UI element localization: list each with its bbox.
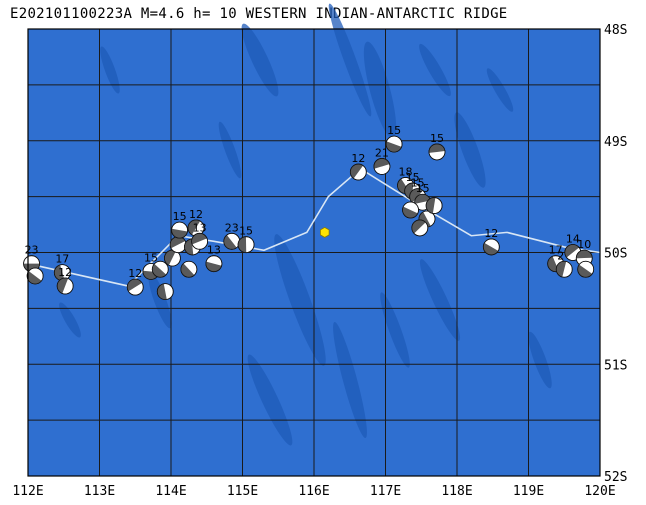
latitude-tick-label: 52S — [604, 470, 627, 485]
bathymetry-trough — [454, 112, 486, 188]
event-depth-label: 15 — [173, 210, 187, 223]
beachball: 23 — [23, 244, 40, 273]
beachball: 2 — [555, 249, 573, 278]
beachball: 15 — [385, 124, 403, 153]
longitude-tick-label: 112E — [12, 484, 43, 499]
event-depth-label: 12 — [484, 227, 498, 240]
bathymetry-trough — [328, 3, 372, 117]
event-depth-label: 18 — [399, 165, 413, 178]
epicenter-marker — [319, 226, 330, 238]
bathymetry-trough — [419, 43, 451, 97]
bathymetry-trough — [100, 46, 120, 94]
longitude-tick-label: 118E — [441, 484, 472, 499]
longitude-tick-label: 116E — [298, 484, 329, 499]
event-depth-label: 15 — [430, 132, 444, 145]
event-depth-label: 14 — [566, 233, 580, 246]
bathymetry-trough — [333, 322, 367, 438]
beachball — [180, 260, 198, 278]
bathymetry-shading — [59, 3, 552, 446]
event-depth-label: 23 — [25, 244, 39, 257]
event-depth-label: 12 — [58, 266, 72, 279]
beachball: 23 — [223, 221, 241, 250]
bathymetry-trough — [241, 23, 279, 97]
event-depth-label: 15 — [406, 171, 420, 184]
longitude-tick-labels: 112E 113E 114E 115E 116E 117E 118E 119E 120E — [12, 484, 615, 499]
longitude-tick-label: 113E — [84, 484, 115, 499]
bathymetry-trough — [148, 271, 172, 329]
event-depth-label: 17 — [549, 244, 563, 257]
latitude-tick-labels: 48S 49S 50S 51S 52S — [604, 23, 627, 485]
bathymetry-trough — [247, 354, 293, 446]
latitude-tick-label: 50S — [604, 247, 627, 262]
beachball — [402, 201, 419, 219]
event-depth-label: 12 — [128, 267, 142, 280]
beachball: 12 — [349, 152, 367, 181]
beachball — [411, 219, 429, 237]
longitude-tick-label: 115E — [227, 484, 258, 499]
focal-mechanisms: 2317121215201512131323151221151815151515… — [23, 124, 595, 301]
bathymetry-trough — [363, 41, 397, 139]
bathymetry-trough — [486, 68, 514, 112]
beachball: 13 — [205, 244, 223, 273]
event-depth-label: 12 — [351, 152, 365, 165]
bathymetry-trough — [380, 292, 410, 368]
event-depth-label: 13 — [207, 244, 221, 257]
beachball — [151, 260, 169, 278]
map-title: E202101100223A M=4.6 h= 10 WESTERN INDIA… — [10, 6, 508, 22]
longitude-tick-label: 120E — [584, 484, 615, 499]
beachball: 13 — [191, 221, 209, 250]
event-depth-label: 15 — [411, 177, 425, 190]
beachball: 12 — [482, 227, 500, 256]
beachball: 12 — [126, 267, 144, 296]
event-depth-label: 15 — [416, 182, 430, 195]
bathymetry-trough — [274, 234, 326, 366]
event-depth-label: 17 — [55, 253, 69, 266]
beachball: 15 — [428, 132, 446, 161]
longitude-tick-label: 117E — [370, 484, 401, 499]
bathymetry-trough — [528, 331, 552, 389]
bathymetry-trough — [218, 121, 242, 179]
map-frame — [27, 28, 601, 477]
beachball: 10 — [575, 238, 593, 267]
event-depth-label: 23 — [225, 221, 239, 234]
event-depth-label: 12 — [189, 208, 203, 221]
beachball — [577, 260, 595, 278]
latitude-tick-label: 51S — [604, 358, 627, 373]
event-depth-label: 13 — [193, 221, 207, 234]
latitude-tick-label: 49S — [604, 135, 627, 150]
beachball: 15 — [171, 210, 188, 239]
beachball — [425, 197, 443, 214]
bathymetry-trough — [59, 302, 81, 338]
event-depth-label: 21 — [375, 146, 389, 159]
event-depth-label: 15 — [387, 124, 401, 137]
event-depth-label: 10 — [577, 238, 591, 251]
beachball — [26, 267, 44, 285]
beachball: 21 — [373, 146, 391, 175]
event-depth-label: 15 — [144, 251, 158, 264]
event-depth-label: 15 — [239, 225, 253, 238]
beachball: 14 — [564, 233, 582, 261]
event-depth-label: 2 — [557, 249, 564, 262]
longitude-tick-label: 119E — [513, 484, 544, 499]
beachball: 15 — [414, 182, 432, 211]
beachball — [156, 283, 174, 301]
longitude-tick-label: 114E — [155, 484, 186, 499]
latitude-tick-label: 48S — [604, 23, 627, 38]
beachball: 17 — [53, 253, 71, 282]
beachball: 12 — [56, 266, 74, 295]
beachball: 15 — [237, 225, 255, 254]
bathymetry-trough — [419, 259, 461, 341]
